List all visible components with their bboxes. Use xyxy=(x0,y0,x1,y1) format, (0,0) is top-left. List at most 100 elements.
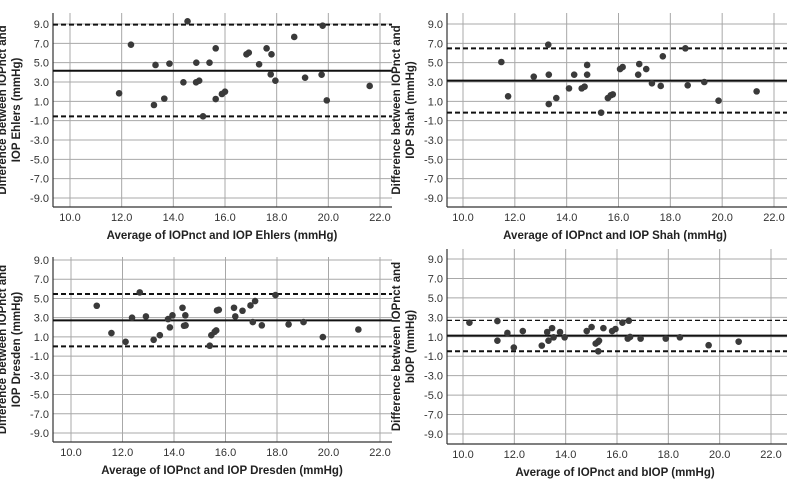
y-tick-label: 3.0 xyxy=(428,77,443,89)
x-tick-label: 18.0 xyxy=(658,449,679,461)
data-point xyxy=(570,71,578,78)
data-point xyxy=(466,319,473,326)
data-point xyxy=(136,289,144,296)
data-point xyxy=(684,81,691,89)
data-point xyxy=(594,347,602,355)
data-point xyxy=(150,336,157,344)
data-point xyxy=(597,109,605,116)
x-tick-label: 10.0 xyxy=(59,212,80,224)
data-point xyxy=(290,33,298,41)
data-point xyxy=(583,327,591,335)
y-tick-label: 1.0 xyxy=(428,96,443,108)
data-point xyxy=(595,337,603,344)
data-point xyxy=(166,60,173,67)
y-tick-label: 3.0 xyxy=(428,312,443,324)
data-point xyxy=(700,78,708,86)
y-tick-label: -3.0 xyxy=(30,370,49,382)
y-tick-label: -1.0 xyxy=(30,351,49,363)
x-axis-label: Average of IOPnct and IOP Dresden (mmHg) xyxy=(101,465,343,477)
data-point xyxy=(301,74,309,81)
y-tick-label: -7.0 xyxy=(30,409,49,421)
x-tick-label: 14.0 xyxy=(163,212,184,224)
x-tick-label: 14.0 xyxy=(163,447,184,459)
data-point xyxy=(182,322,189,329)
data-point xyxy=(588,323,595,331)
y-tick-label: 5.0 xyxy=(34,293,49,305)
data-point xyxy=(543,328,551,336)
y-tick-label: -1.0 xyxy=(30,116,49,128)
x-tick-label: 12.0 xyxy=(111,212,132,224)
y-axis-label: Difference between IOPnct andIOP Dresden… xyxy=(0,265,23,434)
data-point xyxy=(285,321,292,328)
data-point xyxy=(735,338,742,345)
x-tick-label: 10.0 xyxy=(452,212,473,224)
data-point xyxy=(206,342,214,350)
data-point xyxy=(212,95,219,103)
data-point xyxy=(355,326,362,333)
y-tick-label: 7.0 xyxy=(428,38,443,50)
data-point xyxy=(600,324,607,332)
data-point xyxy=(510,344,518,351)
data-point xyxy=(122,338,129,346)
data-point xyxy=(705,341,712,349)
y-tick-label: 5.0 xyxy=(428,293,443,305)
x-tick-label: 10.0 xyxy=(452,449,473,461)
data-point xyxy=(494,317,501,325)
x-tick-label: 20.0 xyxy=(711,212,732,224)
x-tick-label: 20.0 xyxy=(318,447,339,459)
data-point xyxy=(637,335,644,342)
y-tick-label: -5.0 xyxy=(424,390,443,402)
y-tick-label: -7.0 xyxy=(424,410,443,422)
x-tick-label: 16.0 xyxy=(606,449,627,461)
data-point xyxy=(581,83,588,90)
data-point xyxy=(504,329,511,337)
data-point xyxy=(272,77,279,84)
data-point xyxy=(494,337,501,344)
x-tick-label: 18.0 xyxy=(660,212,681,224)
data-point xyxy=(156,331,164,339)
data-point xyxy=(199,113,207,120)
data-point xyxy=(619,319,626,326)
data-point xyxy=(268,51,275,58)
data-point xyxy=(553,94,560,102)
data-point xyxy=(565,85,573,92)
x-tick-label: 16.0 xyxy=(214,212,235,224)
data-point xyxy=(583,71,591,78)
data-point xyxy=(556,328,564,336)
y-tick-label: 9.0 xyxy=(34,19,49,31)
y-axis-label: Difference between IOPnct and bIOP (mmHg) xyxy=(391,262,417,431)
data-point xyxy=(152,61,159,69)
x-axis-label: Average of IOPnct and IOP Ehlers (mmHg) xyxy=(107,230,338,242)
y-tick-label: -9.0 xyxy=(30,193,49,205)
data-point xyxy=(619,63,626,71)
y-tick-label: 9.0 xyxy=(428,19,443,31)
data-point xyxy=(609,91,617,98)
data-point xyxy=(300,318,307,326)
x-tick-label: 12.0 xyxy=(112,447,133,459)
x-tick-label: 22.0 xyxy=(369,447,390,459)
data-point xyxy=(230,304,238,312)
data-point xyxy=(272,291,279,299)
data-point xyxy=(108,329,115,337)
y-tick-label: 5.0 xyxy=(34,58,49,70)
x-tick-label: 10.0 xyxy=(60,447,81,459)
data-point xyxy=(150,101,158,109)
data-point xyxy=(263,45,270,52)
panel-4: 10.0 12.0 14.0 16.0 18.0 20.0 22.0 9.0 7.0 5.0 3.0… xyxy=(391,249,787,479)
y-tick-label: -7.0 xyxy=(30,174,49,186)
x-tick-label: 12.0 xyxy=(504,449,525,461)
x-tick-label: 22.0 xyxy=(763,212,784,224)
data-point xyxy=(504,93,512,100)
y-tick-label: 5.0 xyxy=(428,58,443,70)
x-axis-label: Average of IOPnct and IOP Shah (mmHg) xyxy=(503,230,727,242)
panel-3: 10.0 12.0 14.0 16.0 18.0 20.0 22.0 9.0 7.0 5.0 3.0… xyxy=(0,255,392,477)
data-point xyxy=(115,90,123,97)
y-tick-label: -3.0 xyxy=(424,135,443,147)
y-tick-label: -9.0 xyxy=(424,193,443,205)
x-tick-label: 16.0 xyxy=(608,212,629,224)
data-point xyxy=(642,65,650,73)
panel-2: 10.0 12.0 14.0 16.0 18.0 20.0 22.0 9.0 7.0 5.0 3.0… xyxy=(391,13,787,242)
data-point xyxy=(662,335,670,342)
data-point xyxy=(545,337,552,344)
data-point xyxy=(142,313,150,320)
